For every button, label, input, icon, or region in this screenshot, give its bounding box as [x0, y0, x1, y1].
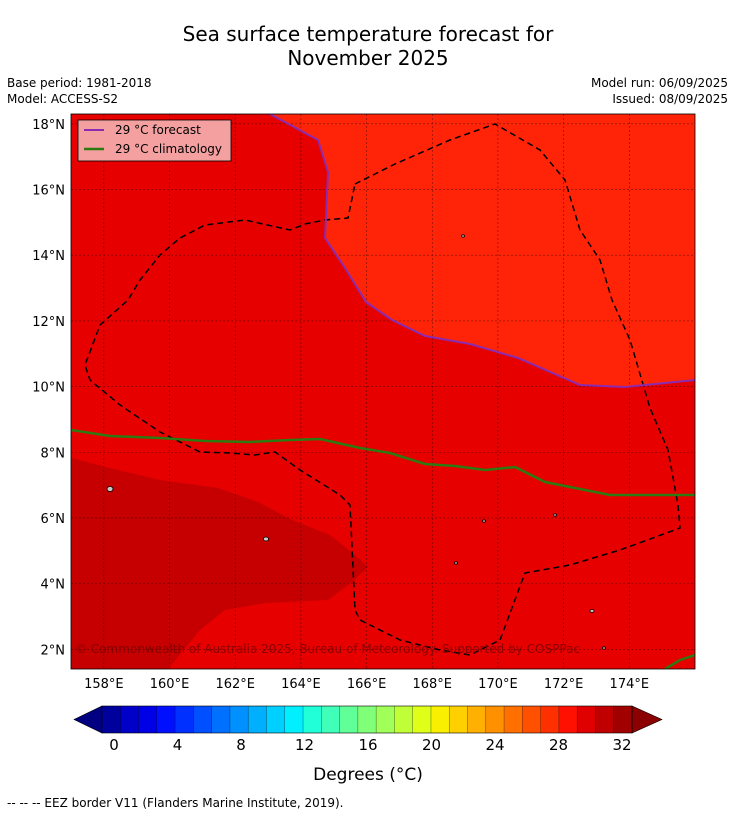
- colorbar-swatch: [522, 706, 541, 733]
- region-above-29: [270, 114, 695, 387]
- climatology-29-contour-south: [664, 653, 695, 669]
- eez-border: [84, 123, 681, 656]
- colorbar-label: Degrees (°C): [313, 765, 423, 785]
- colorbar-tick-label: 28: [549, 736, 568, 754]
- lon-tick-label: 160°E: [150, 677, 190, 692]
- colorbar-swatch: [303, 706, 322, 733]
- lat-tick-label: 18°N: [32, 118, 65, 133]
- lat-tick-label: 14°N: [32, 249, 65, 264]
- colorbar-swatch: [449, 706, 468, 733]
- lon-tick-label: 158°E: [84, 677, 124, 692]
- colorbar-swatch: [175, 706, 194, 733]
- title-line-1: Sea surface temperature forecast for: [182, 22, 554, 46]
- lat-tick-label: 8°N: [41, 446, 66, 461]
- map-grid: [71, 114, 695, 669]
- colorbar-tick-label: 32: [612, 736, 631, 754]
- lat-tick-label: 16°N: [32, 184, 65, 199]
- copyright-text: © Commonwealth of Australia 2025, Bureau…: [75, 642, 580, 656]
- colorbar-swatch: [284, 706, 304, 733]
- model-run: Model run: 06/09/2025: [590, 76, 728, 90]
- colorbar-tick-label: 24: [485, 736, 504, 754]
- colorbar: 0 4 8 12 16 20 24 28 32: [73, 705, 663, 754]
- colorbar-tick-label: 8: [236, 736, 246, 754]
- map-legend: 29 °C forecast 29 °C climatology: [77, 119, 232, 162]
- climatology-29-contour: [71, 428, 695, 497]
- colorbar-swatch: [558, 706, 578, 733]
- region-below: [71, 458, 368, 669]
- colorbar-tick-label: 4: [173, 736, 183, 754]
- title-line-2: November 2025: [287, 46, 449, 70]
- meta-right: Model run: 06/09/2025 Issued: 08/09/2025: [591, 75, 728, 107]
- colorbar-swatch: [357, 706, 377, 733]
- colorbar-swatch: [138, 706, 158, 733]
- lon-tick-label: 166°E: [347, 677, 387, 692]
- model-name: Model: ACCESS-S2: [7, 92, 119, 106]
- lat-tick-label: 6°N: [41, 512, 66, 527]
- colorbar-swatch: [193, 706, 212, 733]
- colorbar-swatch: [467, 706, 487, 733]
- meta-left: Base period: 1981-2018 Model: ACCESS-S2: [7, 75, 152, 107]
- colorbar-swatch: [339, 706, 359, 733]
- lon-tick-label: 170°E: [478, 677, 518, 692]
- colorbar-frame: [101, 705, 633, 734]
- forecast-29-contour: [269, 114, 695, 389]
- colorbar-swatch: [430, 706, 450, 733]
- colorbar-tick-label: 16: [358, 736, 377, 754]
- lat-tick-label: 12°N: [32, 315, 65, 330]
- base-period: Base period: 1981-2018: [7, 76, 152, 90]
- lat-tick-label: 2°N: [41, 643, 66, 658]
- colorbar-swatch: [613, 706, 633, 733]
- colorbar-swatch: [577, 706, 596, 733]
- longitude-ticks: 158°E 160°E 162°E 164°E 166°E 168°E 170°E 172°E…: [84, 677, 649, 692]
- colorbar-swatch: [266, 706, 286, 733]
- colorbar-tick-label: 12: [295, 736, 314, 754]
- colorbar-swatch: [321, 706, 340, 733]
- colorbar-swatch: [376, 706, 395, 733]
- colorbar-swatch: [595, 706, 615, 733]
- colorbar-under-arrow: [73, 705, 103, 734]
- lon-tick-label: 174°E: [610, 677, 650, 692]
- colorbar-swatch: [485, 706, 505, 733]
- colorbar-over-arrow: [631, 705, 663, 734]
- colorbar-swatch: [156, 706, 176, 733]
- colorbar-swatch: [504, 706, 523, 733]
- lon-tick-label: 172°E: [544, 677, 584, 692]
- colorbar-swatch: [394, 706, 413, 733]
- issued-date: Issued: 08/09/2025: [612, 92, 728, 106]
- islands: [106, 234, 606, 650]
- colorbar-swatch: [120, 706, 139, 733]
- colorbar-swatch: [248, 706, 267, 733]
- colorbar-tick-label: 20: [422, 736, 441, 754]
- sst-map: © Commonwealth of Australia 2025, Bureau…: [32, 113, 696, 785]
- lon-tick-label: 164°E: [281, 677, 321, 692]
- colorbar-swatch: [211, 706, 231, 733]
- lon-tick-label: 168°E: [412, 677, 452, 692]
- colorbar-tick-label: 0: [109, 736, 119, 754]
- colorbar-swatch: [540, 706, 560, 733]
- lon-tick-label: 162°E: [215, 677, 255, 692]
- legend-climatology-label: 29 °C climatology: [115, 142, 222, 156]
- lat-tick-label: 10°N: [32, 381, 65, 396]
- lat-tick-label: 4°N: [41, 578, 66, 593]
- eez-footnote: -- -- -- EEZ border V11 (Flanders Marine…: [7, 796, 344, 810]
- colorbar-swatch: [102, 706, 121, 733]
- latitude-ticks: 2°N 4°N 6°N 8°N 10°N 12°N 14°N 16°N 18°N: [32, 118, 65, 658]
- legend-forecast-label: 29 °C forecast: [115, 123, 201, 137]
- map-title: Sea surface temperature forecast for Nov…: [0, 22, 736, 70]
- colorbar-swatch: [412, 706, 432, 733]
- colorbar-swatch: [229, 706, 249, 733]
- map-frame: [70, 113, 696, 670]
